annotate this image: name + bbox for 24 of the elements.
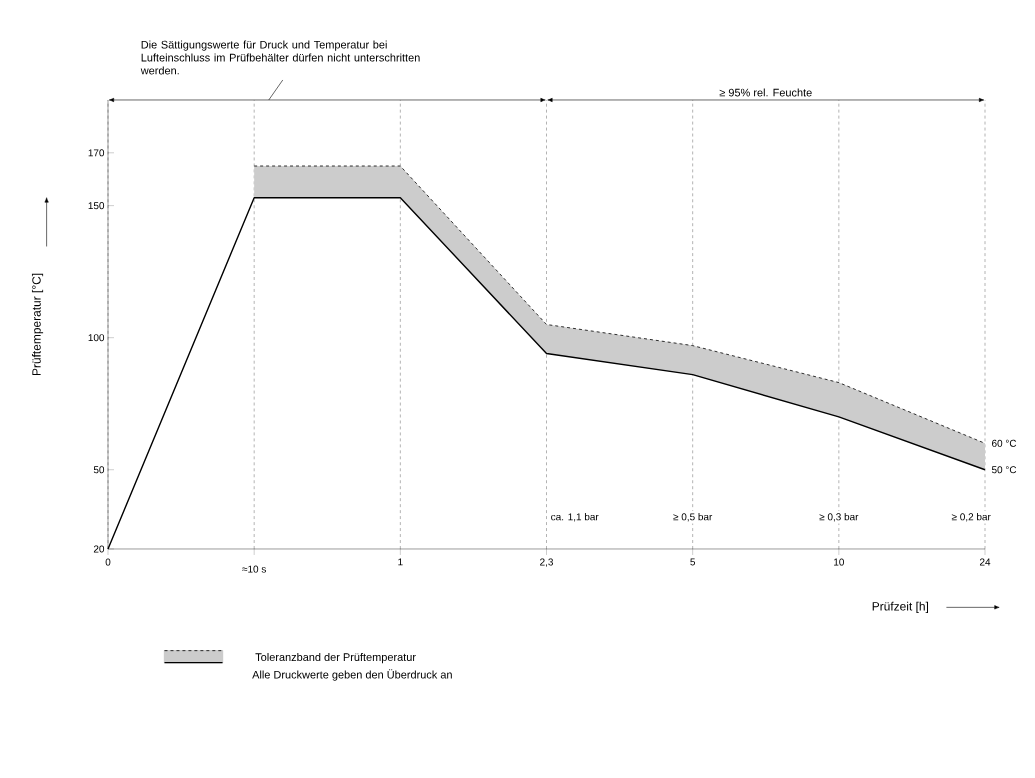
x-tick-label: 10	[834, 558, 844, 566]
x-tick-label: 5	[690, 558, 696, 566]
x-tick-label: 24	[979, 558, 991, 566]
annotation: ca. 1,1 bar	[551, 513, 599, 522]
x-tick-label: 1	[398, 558, 403, 566]
x-tick-label: 2,3	[540, 558, 553, 567]
x-axis-title: Prüfzeit [h]	[872, 601, 929, 613]
y-tick-label: 20	[93, 545, 105, 553]
y-tick-label: 100	[88, 334, 105, 342]
annotation: 60 °C	[992, 439, 1017, 447]
text: Alle Druckwerte geben den Überdruck an	[252, 669, 452, 681]
annotation: ≥ 0,3 bar	[819, 513, 859, 522]
x-tick-label: ≈10 s	[242, 565, 266, 573]
text: Toleranzband der Prüftemperatur	[255, 652, 416, 664]
y-axis-title: Prüftemperatur [°C]	[31, 273, 44, 376]
y-tick-label: 170	[88, 149, 105, 157]
x-tick-label: 0	[105, 558, 111, 566]
text: Die Sättigungswerte für Druck und Temperatur bei Lufteinschluss im Prüfbehälter dürfen nicht unterschritten werden.	[140, 40, 420, 75]
y-tick-label: 50	[93, 466, 105, 474]
annotation: ≥ 0,5 bar	[673, 513, 713, 522]
annotation: 50 °C	[991, 466, 1017, 474]
text: ≥ 95% rel. Feuchte	[719, 88, 812, 97]
annotation: ≥ 0,2 bar	[951, 513, 991, 522]
y-tick-label: 150	[88, 202, 105, 210]
